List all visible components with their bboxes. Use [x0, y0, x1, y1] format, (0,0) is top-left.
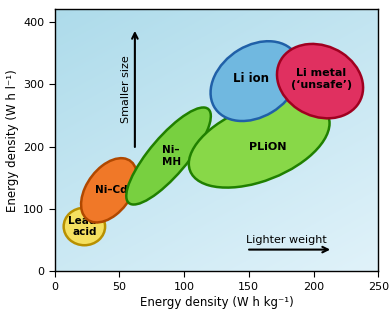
Ellipse shape: [277, 44, 363, 118]
Text: PLiON: PLiON: [250, 142, 287, 152]
Text: Lighter weight: Lighter weight: [246, 235, 327, 245]
Ellipse shape: [126, 107, 211, 205]
Text: Smaller size: Smaller size: [121, 55, 131, 123]
Text: Li ion: Li ion: [233, 71, 269, 85]
X-axis label: Energy density (W h kg⁻¹): Energy density (W h kg⁻¹): [140, 296, 293, 309]
Text: Li metal
(‘unsafe’): Li metal (‘unsafe’): [291, 68, 352, 90]
Ellipse shape: [81, 158, 137, 222]
Text: Ni–
MH: Ni– MH: [161, 145, 181, 167]
Y-axis label: Energy density (W h l⁻¹): Energy density (W h l⁻¹): [6, 69, 19, 212]
Ellipse shape: [64, 208, 105, 245]
Ellipse shape: [189, 100, 330, 188]
Text: Lead-
acid: Lead- acid: [68, 216, 101, 237]
Ellipse shape: [211, 41, 300, 121]
Text: Ni–Cd: Ni–Cd: [95, 185, 128, 195]
